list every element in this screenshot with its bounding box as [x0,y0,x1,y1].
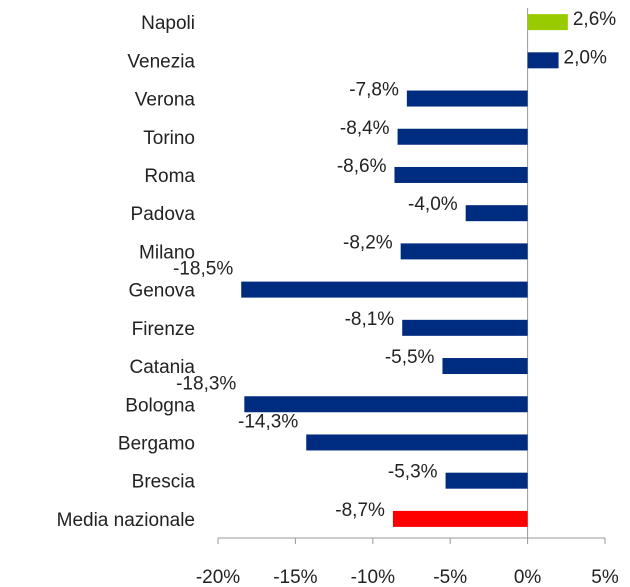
bar [445,472,528,489]
bar [442,358,528,375]
bar [392,510,528,527]
bar [402,319,528,336]
x-tick-label: -10% [351,567,395,587]
bar [244,396,528,413]
x-tick-label: 5% [591,567,619,587]
bar [406,90,528,107]
x-tick-label: -15% [273,567,317,587]
y-tick-label: Padova [131,204,196,225]
x-tick-label: -5% [433,567,467,587]
bar [241,281,528,298]
bar [306,434,528,451]
y-tick-label: Napoli [141,13,195,34]
y-tick-label: Venezia [127,51,195,72]
value-label: -5,3% [388,462,438,483]
y-tick-label: Milano [139,242,195,263]
value-label: -7,8% [349,80,399,101]
value-label: 2,6% [573,9,616,30]
y-tick-label: Torino [143,128,195,149]
value-label: -8,4% [340,118,390,139]
value-label: -5,5% [385,347,435,368]
y-tick-label: Catania [130,357,196,378]
y-tick-label: Firenze [132,319,195,340]
value-label: -8,1% [345,309,395,330]
value-label: -4,0% [408,194,458,215]
bar [394,166,528,183]
value-label: 2,0% [564,47,607,68]
y-tick-label: Roma [144,166,195,187]
value-label: -8,7% [335,500,385,521]
y-tick-label: Media nazionale [57,510,195,531]
x-tick-label: -20% [196,567,240,587]
bar [527,14,568,31]
y-tick-label: Bergamo [118,433,195,454]
y-tick-label: Genova [128,281,195,302]
x-tick-label: 0% [514,567,542,587]
y-tick-label: Bologna [125,395,195,416]
value-label: -18,5% [173,259,233,280]
value-label: -14,3% [238,411,298,432]
value-label: -18,3% [176,373,236,394]
y-tick-label: Brescia [132,472,196,493]
bar [465,205,528,222]
bar [527,52,559,69]
bar [400,243,528,260]
bar [397,128,528,145]
value-label: -8,6% [337,156,387,177]
y-tick-label: Verona [135,90,196,111]
value-label: -8,2% [343,232,393,253]
